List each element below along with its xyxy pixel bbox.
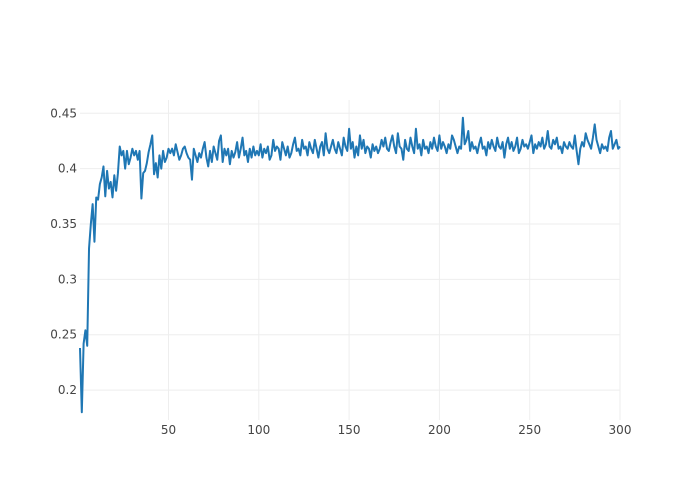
series-line [79, 116, 621, 414]
y-tick-label: 0.45 [50, 106, 77, 120]
x-tick-label: 100 [247, 423, 270, 437]
y-tick-label: 0.2 [58, 383, 77, 397]
x-axis-ticks: 50 100 150 200 250 300 [161, 423, 632, 437]
series-layer [79, 116, 621, 414]
x-tick-label: 50 [161, 423, 176, 437]
y-axis-ticks: 0.2 0.25 0.3 0.35 0.4 0.45 [50, 106, 77, 397]
x-tick-label: 300 [609, 423, 632, 437]
x-tick-label: 250 [518, 423, 541, 437]
y-tick-label: 0.35 [50, 217, 77, 231]
x-tick-label: 200 [428, 423, 451, 437]
y-tick-label: 0.3 [58, 272, 77, 286]
grid-lines [80, 100, 621, 420]
y-tick-label: 0.25 [50, 328, 77, 342]
y-tick-label: 0.4 [58, 162, 77, 176]
x-tick-label: 150 [338, 423, 361, 437]
